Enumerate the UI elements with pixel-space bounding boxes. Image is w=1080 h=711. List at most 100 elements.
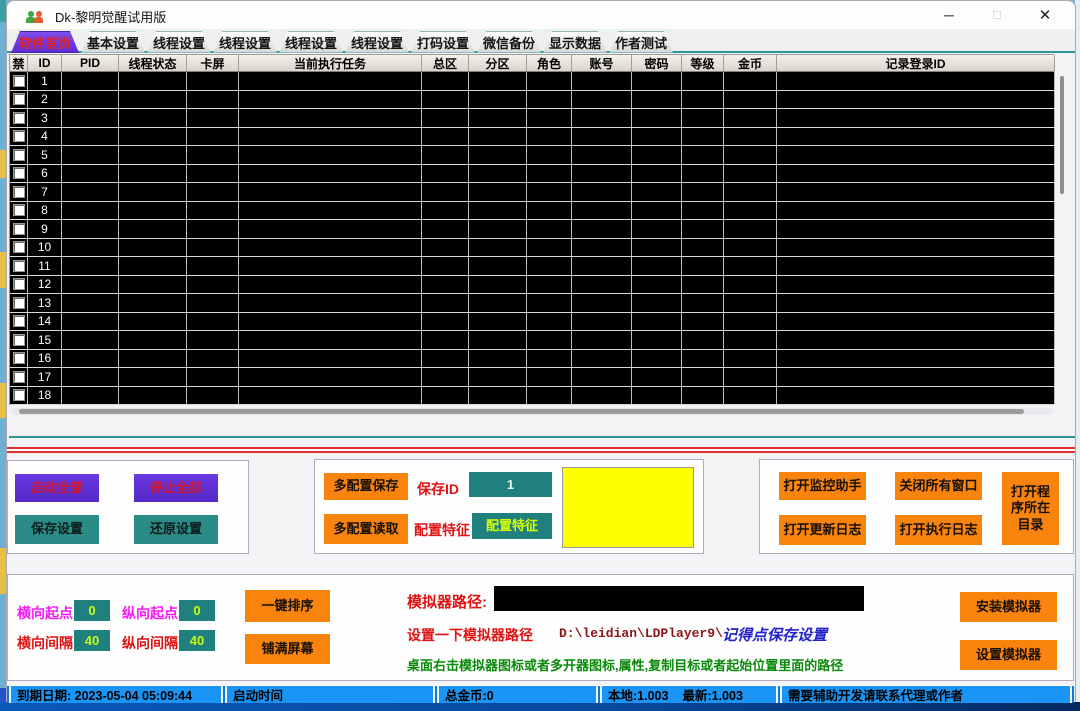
column-header[interactable]: 线程状态 [119, 55, 187, 71]
row-cell [187, 164, 239, 182]
row-checkbox[interactable] [12, 352, 25, 365]
row-cell [527, 127, 572, 145]
column-header[interactable]: 密码 [632, 55, 682, 71]
row-checkbox[interactable] [12, 93, 25, 106]
table-row: 13 [10, 294, 1055, 313]
close-all-windows-button[interactable]: 关闭所有窗口 [895, 472, 982, 500]
tab-item[interactable]: 线程设置 [279, 31, 343, 53]
row-cell [572, 386, 632, 404]
emulator-path-input[interactable] [494, 586, 864, 611]
row-cell [632, 238, 682, 256]
row-id: 9 [28, 220, 62, 238]
one-key-sort-button[interactable]: 一键排序 [245, 590, 330, 622]
vertical-scrollbar-thumb[interactable] [1060, 76, 1064, 194]
tab-item[interactable]: 显示数据 [543, 31, 607, 53]
table-row: 8 [10, 201, 1055, 220]
setup-emulator-button[interactable]: 设置模拟器 [960, 640, 1057, 670]
minimize-button[interactable]: ─ [944, 7, 954, 23]
close-button[interactable]: ✕ [1038, 7, 1052, 24]
tab-item[interactable]: 作者测试 [609, 31, 673, 53]
stop-all-button[interactable]: 停止全部 [134, 474, 218, 502]
column-header[interactable]: 卡屏 [187, 55, 239, 71]
row-checkbox[interactable] [12, 74, 25, 87]
row-cell [682, 90, 724, 108]
h-gap-field[interactable]: 40 [74, 630, 110, 651]
row-checkbox[interactable] [12, 296, 25, 309]
column-header[interactable]: 记录登录ID [777, 55, 1055, 71]
row-cell [469, 312, 527, 330]
open-update-log-button[interactable]: 打开更新日志 [779, 515, 866, 545]
row-cell [239, 275, 422, 293]
tab-item[interactable]: 打码设置 [411, 31, 475, 53]
multi-config-save-button[interactable]: 多配置保存 [324, 473, 408, 500]
column-header[interactable]: ID [28, 55, 62, 71]
table-row: 9 [10, 220, 1055, 239]
row-checkbox[interactable] [12, 241, 25, 254]
row-cell [422, 220, 469, 238]
row-cell [239, 220, 422, 238]
save-settings-button[interactable]: 保存设置 [15, 515, 99, 544]
row-cell [239, 109, 422, 127]
row-cell [469, 220, 527, 238]
column-header[interactable]: PID [62, 55, 119, 71]
row-checkbox[interactable] [12, 130, 25, 143]
row-checkbox[interactable] [12, 204, 25, 217]
tab-item[interactable]: 线程设置 [345, 31, 409, 53]
start-all-button[interactable]: 启动全部 [15, 474, 99, 502]
open-monitor-button[interactable]: 打开监控助手 [779, 472, 866, 500]
row-checkbox[interactable] [12, 148, 25, 161]
multi-config-load-button[interactable]: 多配置读取 [324, 514, 408, 544]
h-start-field[interactable]: 0 [74, 600, 110, 621]
column-header[interactable]: 等级 [682, 55, 724, 71]
horizontal-scrollbar-thumb[interactable] [19, 409, 1024, 414]
open-program-dir-button[interactable]: 打开程序所在目录 [1002, 472, 1059, 545]
tab-item[interactable]: 线程设置 [213, 31, 277, 53]
window-controls: ─ ☐ ✕ [925, 1, 1069, 29]
row-cell [572, 275, 632, 293]
row-cell [572, 201, 632, 219]
column-header[interactable]: 金币 [724, 55, 777, 71]
row-cell [572, 72, 632, 90]
horizontal-scrollbar[interactable] [11, 408, 1053, 415]
table-row: 6 [10, 164, 1055, 183]
row-cell [682, 257, 724, 275]
path-example: D:\leidian\LDPlayer9\ [559, 626, 723, 641]
row-checkbox[interactable] [12, 278, 25, 291]
tab-active[interactable]: 软件首页 [11, 31, 79, 53]
tab-label: 微信备份 [482, 35, 535, 51]
row-cell [724, 257, 777, 275]
row-cell [62, 109, 119, 127]
tab-item[interactable]: 微信备份 [477, 31, 541, 53]
open-exec-log-button[interactable]: 打开执行日志 [895, 515, 982, 545]
row-checkbox[interactable] [12, 259, 25, 272]
column-header[interactable]: 角色 [527, 55, 572, 71]
row-checkbox[interactable] [12, 315, 25, 328]
fill-screen-button[interactable]: 铺满屏幕 [245, 634, 330, 664]
config-feature-button[interactable]: 配置特征 [472, 513, 552, 539]
restore-settings-button[interactable]: 还原设置 [134, 515, 218, 544]
v-gap-field[interactable]: 40 [179, 630, 215, 651]
row-checkbox[interactable] [12, 389, 25, 402]
row-checkbox[interactable] [12, 370, 25, 383]
v-start-field[interactable]: 0 [179, 600, 215, 621]
save-id-field[interactable]: 1 [469, 472, 552, 497]
column-header[interactable]: 当前执行任务 [239, 55, 422, 71]
column-header[interactable]: 总区 [422, 55, 469, 71]
tab-item[interactable]: 基本设置 [81, 31, 145, 53]
row-id: 15 [28, 331, 62, 349]
maximize-button[interactable]: ☐ [992, 9, 1002, 22]
row-cell [724, 72, 777, 90]
tab-item[interactable]: 线程设置 [147, 31, 211, 53]
taskbar-strip [0, 702, 1080, 711]
row-checkbox[interactable] [12, 185, 25, 198]
row-checkbox[interactable] [12, 167, 25, 180]
row-cell [632, 368, 682, 386]
row-checkbox[interactable] [12, 222, 25, 235]
column-header[interactable]: 分区 [469, 55, 527, 71]
column-header[interactable]: 账号 [572, 55, 632, 71]
row-checkbox[interactable] [12, 333, 25, 346]
vertical-scrollbar[interactable] [1058, 73, 1066, 406]
column-header[interactable]: 禁 [10, 55, 28, 71]
install-emulator-button[interactable]: 安装模拟器 [960, 592, 1057, 622]
row-checkbox[interactable] [12, 111, 25, 124]
